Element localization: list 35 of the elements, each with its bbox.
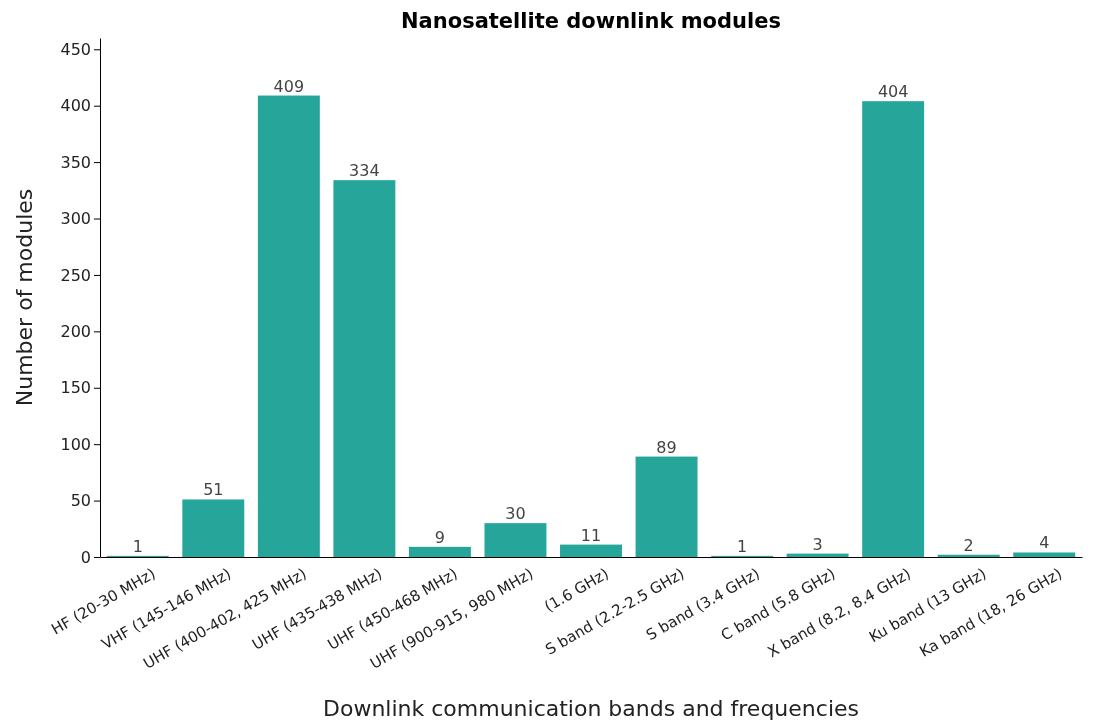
y-tick-label: 400 [60,96,91,116]
bar [408,546,471,557]
y-tick-label: 350 [60,152,91,172]
y-tick-label: 50 [70,491,91,511]
bar [257,95,320,557]
bar [1013,552,1076,557]
data-label: 4 [1039,533,1050,553]
data-label: 2 [963,535,974,555]
bar [862,101,925,557]
y-tick-label: 300 [60,209,91,229]
data-label: 1 [736,536,748,556]
y-tick-label: 450 [60,39,91,59]
y-axis-title: Number of modules [12,188,37,407]
data-label: 1 [132,536,143,556]
data-label: 9 [434,527,446,547]
data-label: 11 [580,525,602,545]
bar [333,180,396,557]
x-axis-title: Downlink communication bands and frequencies [323,696,859,721]
data-label: 3 [812,534,823,554]
bar [560,544,622,557]
bar [635,456,698,557]
y-tick-label: 250 [60,265,91,285]
data-label: 409 [273,76,305,96]
data-label: 89 [656,437,677,457]
y-tick-label: 150 [60,378,91,398]
data-label: 404 [877,82,909,102]
data-label: 51 [203,480,224,500]
data-label: 30 [505,504,526,524]
chart-title: Nanosatellite downlink modules [401,9,781,33]
y-tick-label: 200 [60,321,91,341]
bar [484,523,547,557]
bar [182,499,245,557]
y-tick-label: 100 [60,434,91,454]
data-label: 334 [349,161,380,181]
y-tick-label: 0 [80,547,91,567]
